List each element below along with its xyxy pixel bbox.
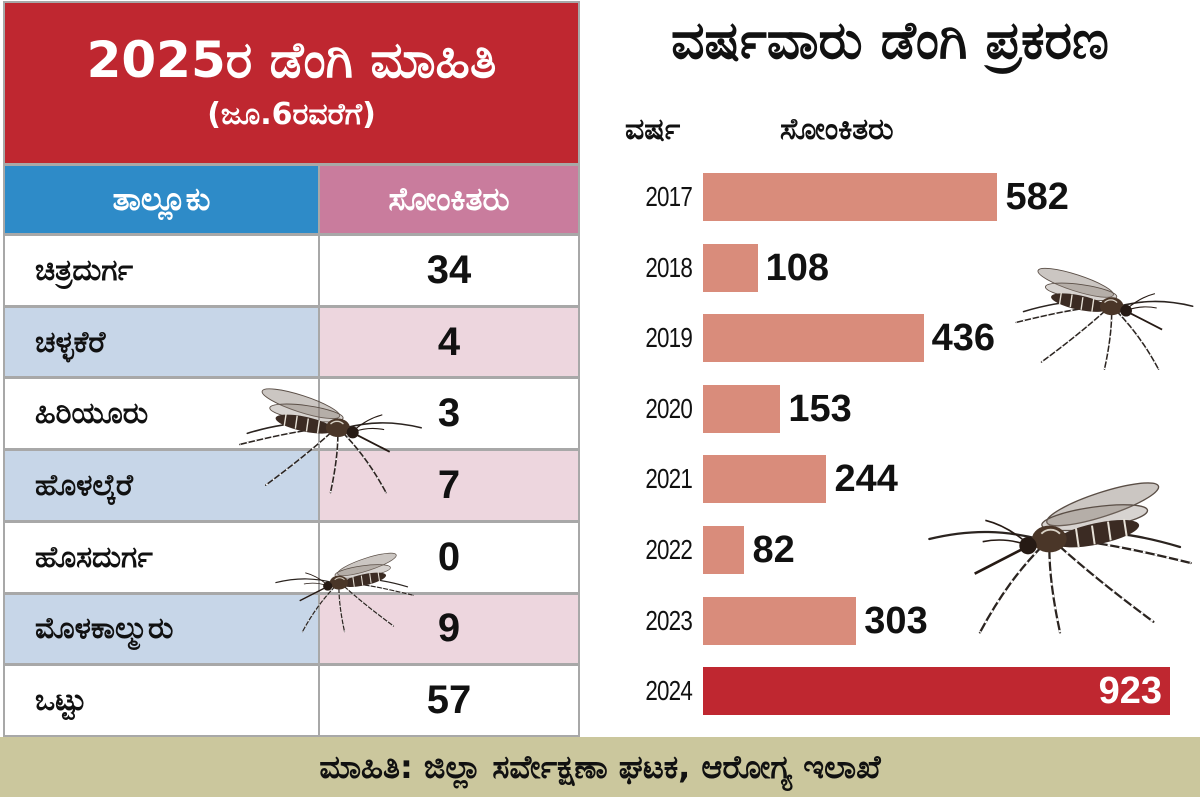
bar-2022: [703, 526, 745, 574]
year-label: 2018: [645, 251, 692, 283]
column-header-infected: ಸೋಂಕಿತರು: [320, 166, 578, 233]
mosquito-icon: [238, 355, 423, 495]
taluk-name: ಚಳ್ಳಕೆರೆ: [5, 307, 318, 377]
column-header-taluk: ತಾಲ್ಲೂಕು: [5, 166, 318, 233]
year-label: 2023: [645, 604, 692, 636]
taluk-table: 2025ರ ಡೆಂಗಿ ಮಾಹಿತಿ (ಜೂ.6ರವರೆಗೆ) ತಾಲ್ಲೂಕು…: [3, 1, 580, 737]
bar-2017: [703, 173, 998, 221]
bar-value-label: 923: [1098, 670, 1162, 713]
bar-value-label: 108: [765, 246, 830, 289]
year-label: 2019: [645, 322, 692, 354]
infected-count: 34: [320, 236, 578, 305]
bar-2024: [703, 667, 1170, 716]
bar-2019: [703, 314, 924, 363]
bar-2018: [703, 243, 758, 292]
total-label: ಒಟ್ಟು: [5, 666, 318, 735]
taluk-name: ಚಿತ್ರದುರ್ಗ: [5, 236, 318, 305]
year-label: 2021: [645, 463, 692, 495]
infected-count: 9: [320, 594, 578, 664]
infected-count: 3: [320, 379, 578, 449]
bar-chart-area: 2017 582 2018 108 2019 436 2020 153 2021 244 2022 8…: [600, 160, 1195, 730]
mosquito-icon: [272, 528, 417, 633]
infected-count: 7: [320, 451, 578, 520]
bar-2023: [703, 596, 857, 645]
bar-value-label: 582: [1005, 176, 1069, 218]
bar-value-label: 244: [834, 458, 898, 501]
bar-value-label: 303: [864, 599, 928, 642]
bar-2020: [703, 384, 781, 433]
mosquito-icon: [925, 435, 1195, 635]
bar-2021: [703, 455, 827, 504]
taluk-name: ಹೊಸದುರ್ಗ: [5, 522, 318, 592]
table-title: 2025ರ ಡೆಂಗಿ ಮಾಹಿತಿ: [86, 30, 497, 89]
table-subtitle: (ಜೂ.6ರವರೆಗೆ): [207, 97, 376, 133]
bar-value-label: 153: [788, 387, 852, 430]
source-footer: ಮಾಹಿತಿ: ಜಿಲ್ಲಾ ಸರ್ವೇಕ್ಷಣಾ ಘಟಕ, ಆರೋಗ್ಯ ಇಲ…: [0, 737, 1200, 797]
taluk-name: ಮೊಳಕಾಲ್ಮುರು: [5, 594, 318, 664]
year-label: 2024: [645, 675, 692, 707]
infected-count: 4: [320, 307, 578, 377]
mosquito-icon: [1012, 236, 1197, 371]
bar-value-label: 82: [752, 529, 795, 571]
bar-value-label: 436: [931, 317, 995, 360]
taluk-name: ಹಿರಿಯೂರು: [5, 379, 318, 449]
total-value: 57: [320, 666, 578, 735]
year-label: 2017: [645, 181, 692, 212]
infected-column-header: ಸೋಂಕಿತರು: [780, 112, 894, 147]
table-header: 2025ರ ಡೆಂಗಿ ಮಾಹಿತಿ (ಜೂ.6ರವರೆಗೆ): [5, 3, 578, 163]
year-label: 2020: [645, 392, 692, 424]
year-label: 2022: [645, 534, 692, 565]
year-column-header: ವರ್ಷ: [625, 112, 681, 147]
chart-title: ವರ್ಷವಾರು ಡೆಂಗಿ ಪ್ರಕರಣ: [671, 11, 1109, 71]
